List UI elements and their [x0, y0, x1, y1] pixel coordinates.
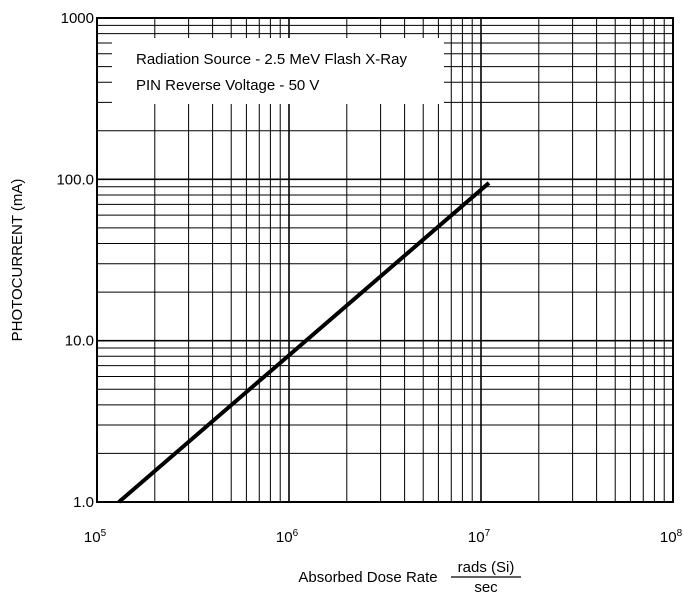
annotation-line-1: Radiation Source - 2.5 MeV Flash X-Ray	[136, 51, 407, 68]
x-tick-exponent: 7	[485, 528, 491, 539]
x-tick-label: 108	[660, 528, 683, 546]
y-tick-label: 1.0	[73, 494, 94, 511]
x-tick-exponent: 8	[677, 528, 683, 539]
annotation-line-2: PIN Reverse Voltage - 50 V	[136, 77, 319, 94]
x-tick-exponent: 6	[293, 528, 299, 539]
annotation-box: Radiation Source - 2.5 MeV Flash X-Ray P…	[112, 38, 444, 104]
series-line	[117, 181, 491, 504]
x-tick-label: 105	[84, 528, 107, 546]
x-axis-unit-numerator: rads (Si)	[458, 559, 515, 576]
series-layer	[117, 181, 491, 504]
x-tick-label: 106	[276, 528, 299, 546]
y-tick-label: 10.0	[65, 333, 94, 350]
plot-frame	[96, 17, 674, 503]
x-tick-label: 107	[468, 528, 491, 546]
y-tick-label: 100.0	[56, 171, 94, 188]
x-tick-exponent: 5	[101, 528, 107, 539]
x-axis-unit-denominator: sec	[474, 579, 498, 595]
x-axis-label: Absorbed Dose Rate	[298, 569, 437, 586]
y-axis-label: PHOTOCURRENT (mA)	[9, 179, 26, 342]
y-tick-labels: 1.0 10.0 100.0 1000	[56, 10, 94, 511]
x-tick-labels: 105 106 107 108	[84, 528, 683, 546]
annotation-background	[112, 38, 444, 104]
y-tick-label: 1000	[61, 10, 94, 27]
